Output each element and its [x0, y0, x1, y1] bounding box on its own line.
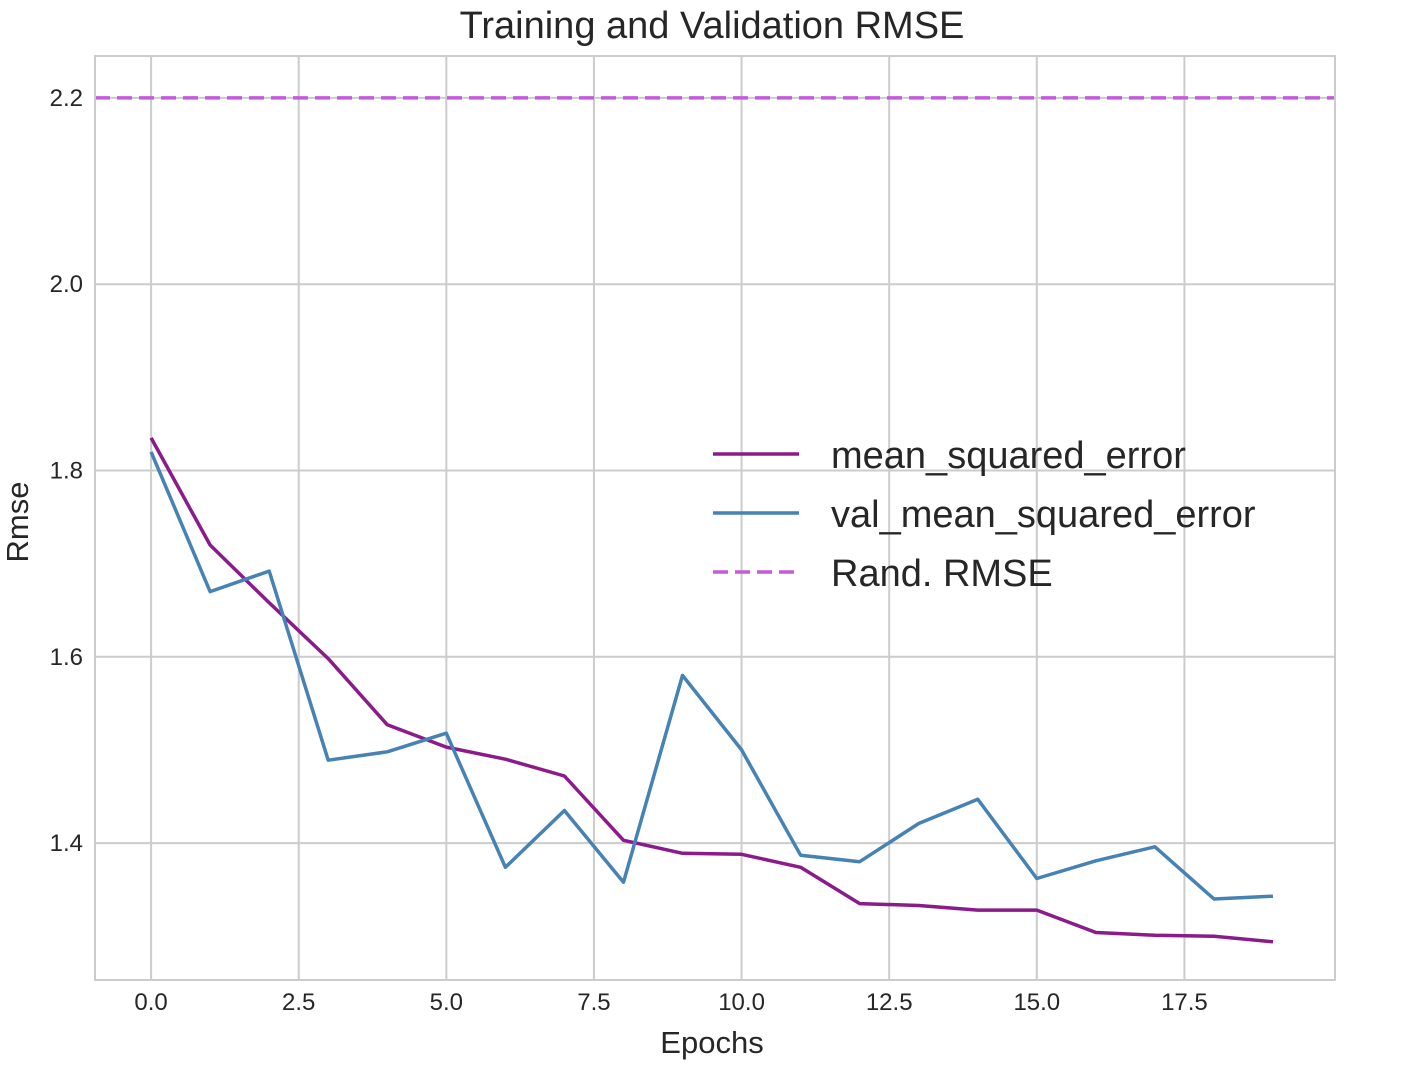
chart-title: Training and Validation RMSE	[460, 5, 965, 47]
legend: mean_squared_error val_mean_squared_error…	[713, 435, 1256, 595]
x-tick-label: 10.0	[718, 989, 765, 1016]
x-tick-labels: 0.0 2.5 5.0 7.5 10.0 12.5 15.0 17.5	[134, 989, 1207, 1016]
x-tick-label: 17.5	[1161, 989, 1208, 1016]
x-tick-label: 2.5	[282, 989, 315, 1016]
plot-frame	[94, 55, 1336, 981]
y-axis-label: Rmse	[0, 482, 35, 563]
x-tick-label: 12.5	[866, 989, 913, 1016]
legend-label: val_mean_squared_error	[831, 494, 1256, 536]
series-line-mean-squared-error	[149, 437, 1274, 944]
x-tick-label: 0.0	[134, 989, 167, 1016]
y-tick-labels: 1.4 1.6 1.8 2.0 2.2	[50, 85, 83, 857]
x-tick-label: 7.5	[577, 989, 610, 1016]
x-tick-label: 5.0	[430, 989, 463, 1016]
y-tick-label: 2.2	[50, 85, 83, 112]
plot-area	[95, 56, 1335, 980]
legend-label: Rand. RMSE	[831, 553, 1053, 595]
y-tick-label: 1.4	[50, 830, 83, 857]
series-line-val-mean-squared-error	[149, 451, 1274, 901]
y-tick-label: 2.0	[50, 271, 83, 298]
legend-label: mean_squared_error	[831, 435, 1186, 477]
y-tick-label: 1.6	[50, 644, 83, 671]
x-tick-label: 15.0	[1013, 989, 1060, 1016]
y-tick-label: 1.8	[50, 457, 83, 484]
series-layer	[95, 96, 1335, 944]
x-axis-label: Epochs	[660, 1025, 763, 1060]
